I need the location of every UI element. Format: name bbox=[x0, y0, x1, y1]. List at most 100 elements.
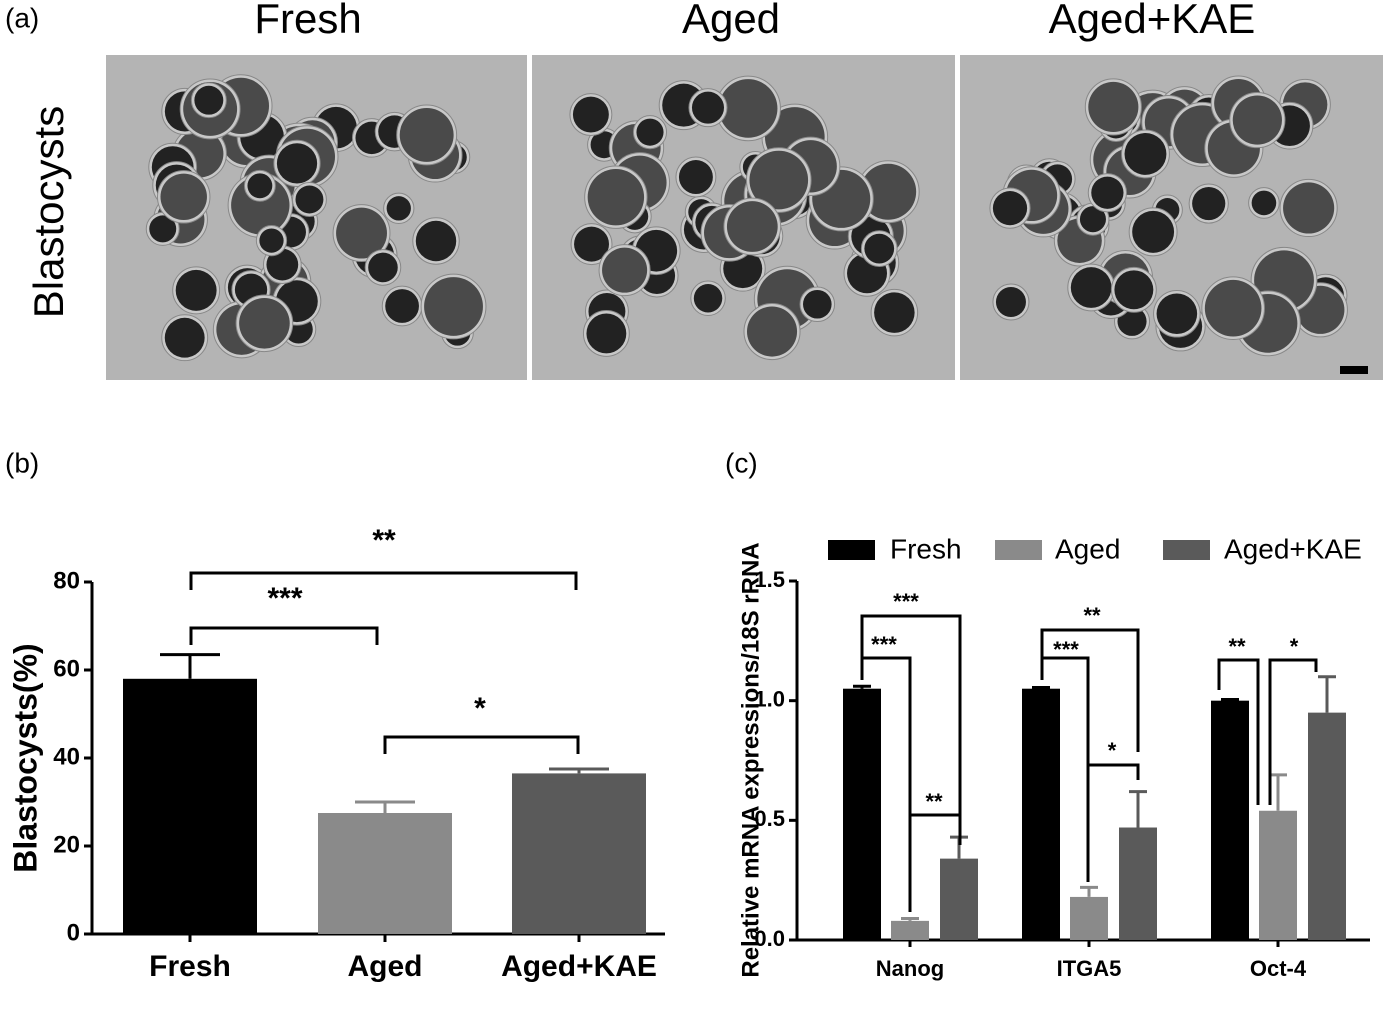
significance-bracket bbox=[189, 626, 379, 645]
x-tick-label: ITGA5 bbox=[1057, 956, 1122, 981]
embryo bbox=[424, 277, 483, 336]
embryo bbox=[1088, 81, 1139, 132]
error-bar bbox=[549, 767, 609, 774]
significance-bracket bbox=[1268, 658, 1318, 805]
significance-label: * bbox=[474, 692, 486, 725]
error-bar bbox=[1129, 790, 1147, 828]
embryo bbox=[386, 196, 411, 221]
embryo bbox=[259, 228, 284, 253]
bar bbox=[1308, 712, 1346, 940]
embryo bbox=[1070, 267, 1112, 308]
y-tick-label: 80 bbox=[53, 567, 80, 594]
embryo bbox=[1114, 270, 1154, 310]
significance-bracket bbox=[1040, 628, 1140, 752]
legend-swatch bbox=[828, 540, 875, 560]
error-bar bbox=[160, 653, 220, 679]
significance-label: * bbox=[1108, 738, 1117, 763]
embryo bbox=[746, 306, 798, 357]
y-tick-label: 0 bbox=[67, 919, 80, 946]
embryo bbox=[1079, 206, 1106, 233]
embryo bbox=[1091, 176, 1124, 209]
panel-label: (b) bbox=[5, 447, 39, 478]
y-axis-label: Relative mRNA expressions/18S rRNA bbox=[737, 542, 764, 977]
embryo bbox=[160, 173, 207, 221]
embryo bbox=[276, 143, 318, 184]
embryo bbox=[1251, 190, 1277, 216]
embryo bbox=[874, 292, 915, 333]
embryo bbox=[399, 107, 454, 162]
panel-label: (a) bbox=[5, 2, 39, 33]
significance-label: * bbox=[1290, 634, 1299, 659]
column-title: Fresh bbox=[254, 0, 361, 42]
embryo bbox=[586, 313, 627, 354]
embryo bbox=[749, 150, 809, 210]
legend-label: Aged bbox=[1055, 533, 1120, 564]
y-tick-label: 1.5 bbox=[754, 567, 785, 592]
legend-label: Aged+KAE bbox=[1224, 533, 1362, 564]
embryo bbox=[574, 226, 610, 262]
legend-label: Fresh bbox=[890, 533, 962, 564]
bar bbox=[940, 858, 978, 940]
significance-bracket bbox=[860, 656, 912, 912]
row-label: Blastocysts bbox=[25, 106, 72, 318]
bar bbox=[1119, 827, 1157, 940]
significance-bracket bbox=[383, 735, 580, 754]
y-axis-label: Blastocysts(%) bbox=[7, 643, 43, 872]
y-tick-label: 0.0 bbox=[754, 926, 785, 951]
micrographs bbox=[106, 55, 1383, 380]
error-bar bbox=[355, 800, 415, 813]
error-bar bbox=[853, 684, 871, 689]
legend-swatch bbox=[995, 540, 1042, 560]
bar bbox=[1022, 688, 1060, 940]
panel-label: (c) bbox=[725, 447, 758, 478]
error-bar bbox=[1269, 773, 1287, 811]
embryo bbox=[636, 118, 664, 146]
scale-bar bbox=[1340, 366, 1368, 374]
x-tick-label: Aged bbox=[348, 950, 423, 983]
embryo bbox=[1156, 293, 1198, 335]
bar bbox=[318, 813, 452, 934]
y-tick-label: 60 bbox=[53, 655, 80, 682]
bar bbox=[891, 920, 929, 940]
column-title: Aged bbox=[682, 0, 780, 42]
embryo bbox=[860, 163, 917, 220]
legend-swatch bbox=[1163, 540, 1210, 560]
significance-label: ** bbox=[1083, 603, 1101, 628]
significance-label: *** bbox=[267, 582, 302, 615]
embryo bbox=[1124, 133, 1167, 175]
embryo bbox=[691, 91, 725, 124]
bar bbox=[123, 678, 257, 934]
embryo bbox=[247, 173, 273, 199]
embryo bbox=[995, 286, 1026, 317]
embryo bbox=[1132, 210, 1175, 253]
bar bbox=[1070, 896, 1108, 940]
embryo bbox=[1204, 279, 1262, 337]
significance-label: ** bbox=[1228, 634, 1246, 659]
y-tick-label: 40 bbox=[53, 743, 80, 770]
significance-bracket bbox=[908, 813, 962, 912]
x-tick-label: Nanog bbox=[876, 956, 944, 981]
error-bar bbox=[1032, 686, 1050, 690]
significance-label: *** bbox=[1053, 637, 1079, 662]
bar bbox=[1211, 700, 1249, 940]
y-tick-label: 20 bbox=[53, 831, 80, 858]
embryo bbox=[295, 185, 324, 214]
embryo bbox=[266, 248, 299, 281]
error-bar bbox=[1221, 697, 1239, 701]
embryo bbox=[992, 191, 1028, 226]
significance-bracket bbox=[1217, 658, 1260, 805]
significance-label: ** bbox=[925, 789, 943, 814]
column-title: Aged+KAE bbox=[1049, 0, 1256, 42]
embryo bbox=[864, 233, 895, 264]
embryo bbox=[175, 269, 217, 311]
significance-bracket bbox=[1086, 763, 1140, 882]
embryo bbox=[368, 252, 398, 283]
error-bar bbox=[901, 916, 919, 921]
significance-label: *** bbox=[871, 632, 897, 657]
embryo bbox=[726, 201, 778, 252]
significance-label: *** bbox=[893, 589, 919, 614]
embryo bbox=[385, 289, 419, 323]
x-tick-label: Aged+KAE bbox=[501, 950, 657, 983]
embryo bbox=[678, 160, 713, 194]
error-bar bbox=[1318, 675, 1336, 713]
